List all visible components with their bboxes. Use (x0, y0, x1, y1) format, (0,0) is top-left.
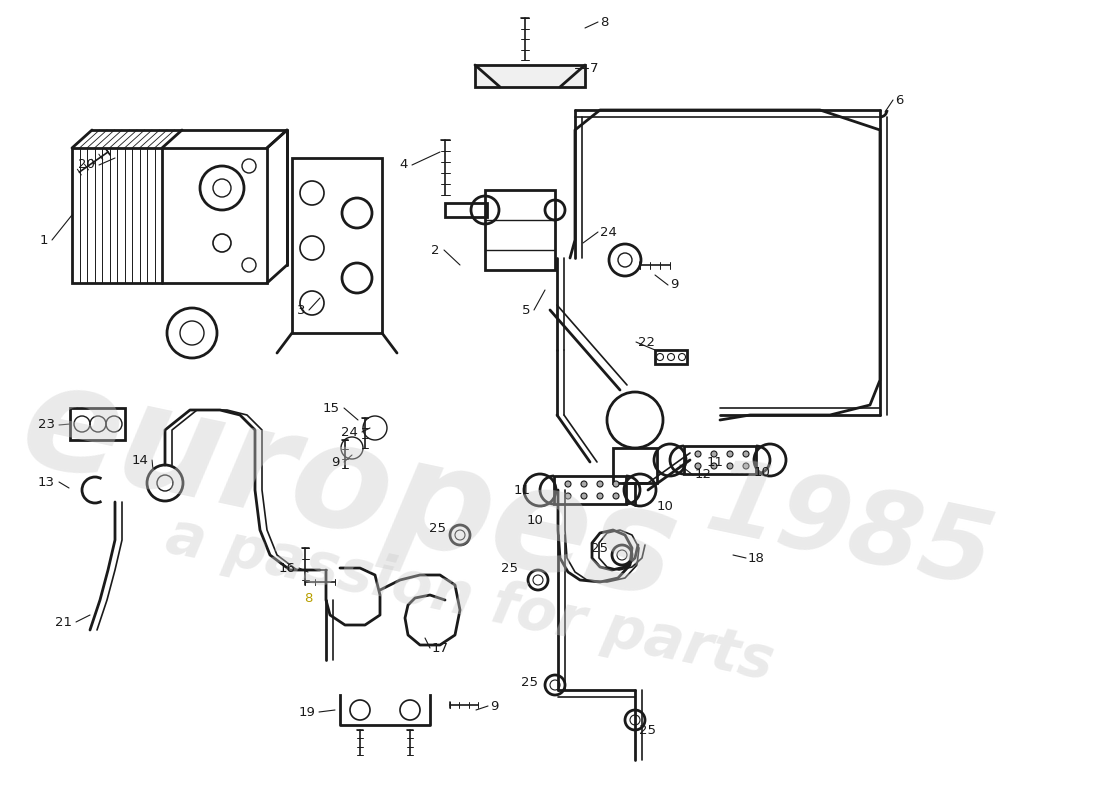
Bar (485, 190, 556, 270)
Bar (684, 446, 756, 474)
Bar (292, 158, 382, 333)
Text: 1985: 1985 (697, 450, 1002, 610)
Text: 25: 25 (502, 562, 518, 574)
Circle shape (565, 481, 571, 487)
Text: 15: 15 (323, 402, 340, 414)
Bar (446, 203, 487, 217)
Text: 3: 3 (297, 303, 305, 317)
Text: 25: 25 (521, 675, 539, 689)
Text: 22: 22 (638, 335, 654, 349)
Bar (70, 408, 125, 440)
Bar (613, 448, 657, 483)
Text: 7: 7 (590, 62, 598, 74)
Text: 24: 24 (600, 226, 617, 238)
Text: a passion for parts: a passion for parts (161, 508, 779, 692)
Text: 11: 11 (706, 455, 724, 469)
Text: 13: 13 (39, 475, 55, 489)
Text: 9: 9 (670, 278, 679, 291)
Circle shape (597, 481, 603, 487)
Text: 8: 8 (304, 591, 312, 605)
Circle shape (565, 493, 571, 499)
Text: 24: 24 (341, 426, 358, 438)
Text: 19: 19 (298, 706, 315, 718)
Text: 20: 20 (78, 158, 95, 171)
Text: 21: 21 (55, 615, 72, 629)
Circle shape (711, 451, 717, 457)
Circle shape (727, 463, 733, 469)
Text: 8: 8 (600, 15, 608, 29)
Text: 5: 5 (521, 303, 530, 317)
Text: 1: 1 (40, 234, 48, 246)
Text: 16: 16 (278, 562, 295, 574)
Text: 14: 14 (131, 454, 149, 466)
Bar (654, 350, 688, 364)
Text: 25: 25 (639, 723, 657, 737)
Text: 2: 2 (431, 243, 440, 257)
Circle shape (711, 463, 717, 469)
Bar (72, 148, 267, 283)
Text: 10: 10 (527, 514, 543, 526)
Text: 6: 6 (895, 94, 903, 106)
Bar (554, 476, 626, 504)
Text: 10: 10 (754, 466, 770, 478)
Circle shape (597, 493, 603, 499)
Text: 12: 12 (695, 469, 712, 482)
Text: 9: 9 (490, 699, 498, 713)
Text: 4: 4 (399, 158, 408, 171)
Circle shape (613, 481, 619, 487)
Circle shape (742, 451, 749, 457)
Text: 23: 23 (39, 418, 55, 431)
Circle shape (695, 451, 701, 457)
Text: 9: 9 (331, 455, 340, 469)
Circle shape (727, 451, 733, 457)
Bar (475, 65, 585, 87)
Text: 25: 25 (429, 522, 447, 534)
Text: 10: 10 (657, 499, 673, 513)
Circle shape (581, 481, 587, 487)
Circle shape (613, 493, 619, 499)
Text: 17: 17 (432, 642, 449, 654)
Text: 25: 25 (592, 542, 608, 554)
Text: 11: 11 (514, 483, 530, 497)
Text: europes: europes (10, 352, 690, 628)
Text: 18: 18 (748, 551, 764, 565)
Circle shape (695, 463, 701, 469)
Circle shape (581, 493, 587, 499)
Circle shape (742, 463, 749, 469)
